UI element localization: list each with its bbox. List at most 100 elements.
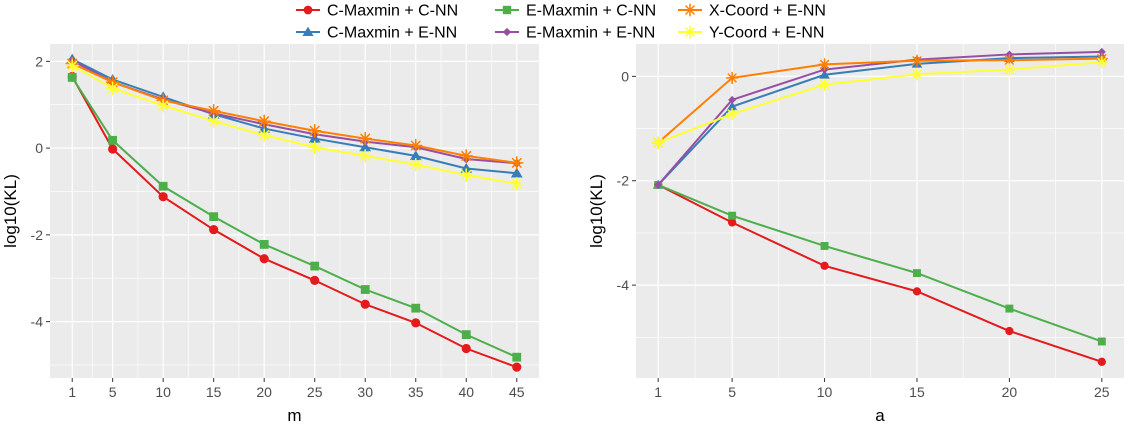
data-point <box>725 107 739 121</box>
data-point <box>512 362 522 372</box>
data-point <box>459 149 474 163</box>
data-point <box>259 254 269 264</box>
y-tick-label: 0 <box>621 68 629 84</box>
data-point <box>257 114 271 128</box>
data-point-stroke <box>511 178 522 189</box>
data-point <box>310 261 320 271</box>
data-point <box>158 181 168 191</box>
data-point <box>652 136 665 149</box>
data-point <box>1097 337 1106 346</box>
data-point-stroke <box>1004 65 1014 75</box>
data-point-stroke <box>259 130 270 141</box>
x-tick-label: 10 <box>155 384 171 400</box>
data-point <box>1005 304 1014 313</box>
x-tick-label: 5 <box>109 384 117 400</box>
data-point <box>358 149 372 163</box>
data-point-stroke <box>912 69 922 79</box>
x-tick-label: 10 <box>817 384 833 400</box>
data-point-stroke <box>360 133 371 144</box>
y-tick-label: -2 <box>617 173 630 189</box>
data-point-stroke <box>208 116 219 127</box>
data-point-stroke <box>360 150 371 161</box>
data-point-stroke <box>259 116 270 127</box>
legend-item: X-Coord + E-NN <box>678 3 826 20</box>
legend-item: Y-Coord + E-NN <box>678 25 824 42</box>
data-point <box>411 303 421 313</box>
data-point <box>725 71 739 85</box>
series-line <box>657 57 1102 144</box>
y-tick-label: 2 <box>35 53 43 69</box>
data-point-stroke <box>461 170 472 180</box>
data-point-stroke <box>819 59 830 69</box>
series-x-coord-e-nn <box>652 52 1108 149</box>
data-point <box>257 128 271 142</box>
series-line <box>657 50 1102 186</box>
data-point <box>408 157 423 172</box>
data-point <box>728 211 737 220</box>
data-point-stroke <box>309 125 320 136</box>
data-point <box>411 318 421 328</box>
data-point <box>459 168 474 182</box>
legend-key-marker <box>303 5 313 15</box>
data-point <box>819 69 830 79</box>
data-point <box>1097 47 1106 56</box>
legend-label: E-Maxmin + E-NN <box>526 25 655 42</box>
y-tick-label: -4 <box>31 314 44 330</box>
data-point <box>105 81 120 95</box>
legend-key-marker <box>502 27 512 37</box>
data-point <box>820 261 829 270</box>
legend-key-marker <box>302 26 314 36</box>
legend-key-marker <box>683 3 697 17</box>
data-point <box>156 98 170 113</box>
data-point <box>460 162 473 173</box>
x-axis-title: m <box>287 406 301 425</box>
data-point-stroke <box>410 159 421 170</box>
series-c-maxmin-c-nn <box>654 180 1106 366</box>
data-point <box>108 144 118 154</box>
data-point <box>1003 63 1016 76</box>
legend-label: E-Maxmin + C-NN <box>526 3 656 20</box>
data-point <box>209 212 219 222</box>
data-point <box>158 192 168 202</box>
x-tick-label: 20 <box>1002 384 1018 400</box>
data-point-stroke <box>819 80 830 90</box>
legend-item: C-Maxmin + E-NN <box>296 25 457 42</box>
legend-label: C-Maxmin + E-NN <box>327 25 457 42</box>
data-point <box>818 78 831 91</box>
series-line <box>657 61 1102 144</box>
data-point <box>360 299 370 309</box>
data-point <box>209 225 219 235</box>
data-point-stroke <box>727 73 737 83</box>
series-line <box>71 76 518 369</box>
data-point-stroke <box>511 157 522 168</box>
series-c-maxmin-c-nn <box>67 71 522 372</box>
legend-key-marker-stroke <box>685 5 695 15</box>
x-tick-label: 20 <box>256 384 272 400</box>
data-point <box>510 156 524 170</box>
data-point-stroke <box>107 83 118 94</box>
data-point <box>1095 56 1108 69</box>
data-point <box>359 141 372 152</box>
legend-item: E-Maxmin + E-NN <box>495 25 655 42</box>
series-e-maxmin-c-nn <box>67 73 522 362</box>
data-point-stroke <box>67 60 78 71</box>
data-point <box>108 135 118 145</box>
y-axis-title: log10(KL) <box>587 174 606 248</box>
legend-key-marker <box>683 25 697 39</box>
data-point <box>307 140 322 154</box>
plot-background <box>50 44 539 378</box>
x-tick-label: 1 <box>68 384 76 400</box>
data-point-stroke <box>410 140 421 151</box>
data-point <box>409 150 422 161</box>
x-axis-title: a <box>875 406 885 425</box>
data-point <box>1097 357 1106 366</box>
data-point <box>512 352 522 362</box>
legend-item: E-Maxmin + C-NN <box>495 3 656 20</box>
data-point <box>206 114 221 128</box>
data-point <box>1005 326 1014 336</box>
data-point <box>910 68 924 81</box>
x-tick-label: 25 <box>1094 384 1110 400</box>
y-axis-title: log10(KL) <box>1 174 20 248</box>
